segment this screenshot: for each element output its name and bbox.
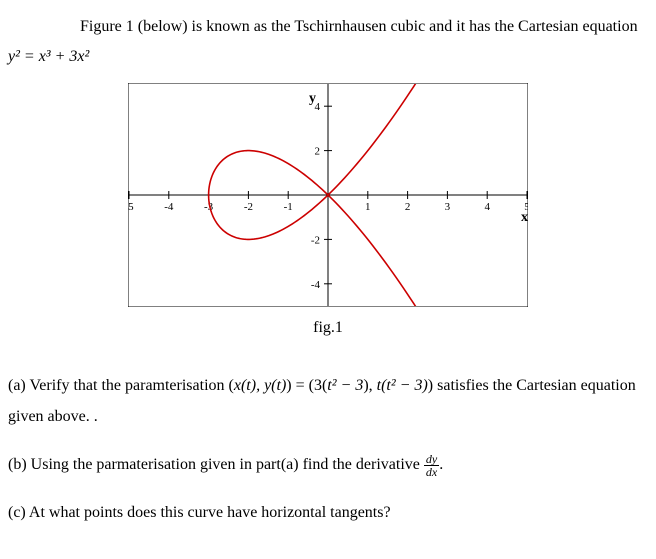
figure-wrapper: -5-4-3-2-112345-4-224xy [8, 83, 648, 307]
svg-text:y: y [309, 91, 316, 106]
label-b: (b) [8, 456, 27, 473]
svg-text:2: 2 [405, 201, 411, 213]
svg-text:2: 2 [315, 145, 321, 157]
svg-text:x: x [521, 210, 528, 225]
svg-text:-4: -4 [311, 279, 321, 291]
tschirnhausen-chart: -5-4-3-2-112345-4-224xy [128, 83, 528, 307]
intro-equation: y² = x³ + 3x² [8, 48, 89, 65]
intro-paragraph: Figure 1 (below) is known as the Tschirn… [8, 12, 648, 73]
derivative-fraction: dy dx [424, 453, 439, 478]
svg-text:4: 4 [484, 201, 490, 213]
svg-text:-1: -1 [284, 201, 293, 213]
svg-text:-2: -2 [311, 234, 320, 246]
question-c: (c) At what points does this curve have … [8, 498, 648, 528]
label-c: (c) [8, 504, 26, 521]
question-b: (b) Using the parmaterisation given in p… [8, 450, 648, 480]
svg-text:-4: -4 [164, 201, 174, 213]
label-a: (a) [8, 377, 26, 394]
svg-text:1: 1 [365, 201, 371, 213]
intro-text: Figure 1 (below) is known as the Tschirn… [80, 18, 638, 35]
question-a: (a) Verify that the paramterisation (x(t… [8, 371, 648, 432]
svg-text:-2: -2 [244, 201, 253, 213]
svg-text:-5: -5 [128, 201, 134, 213]
svg-text:3: 3 [445, 201, 451, 213]
figure-caption: fig.1 [8, 313, 648, 343]
